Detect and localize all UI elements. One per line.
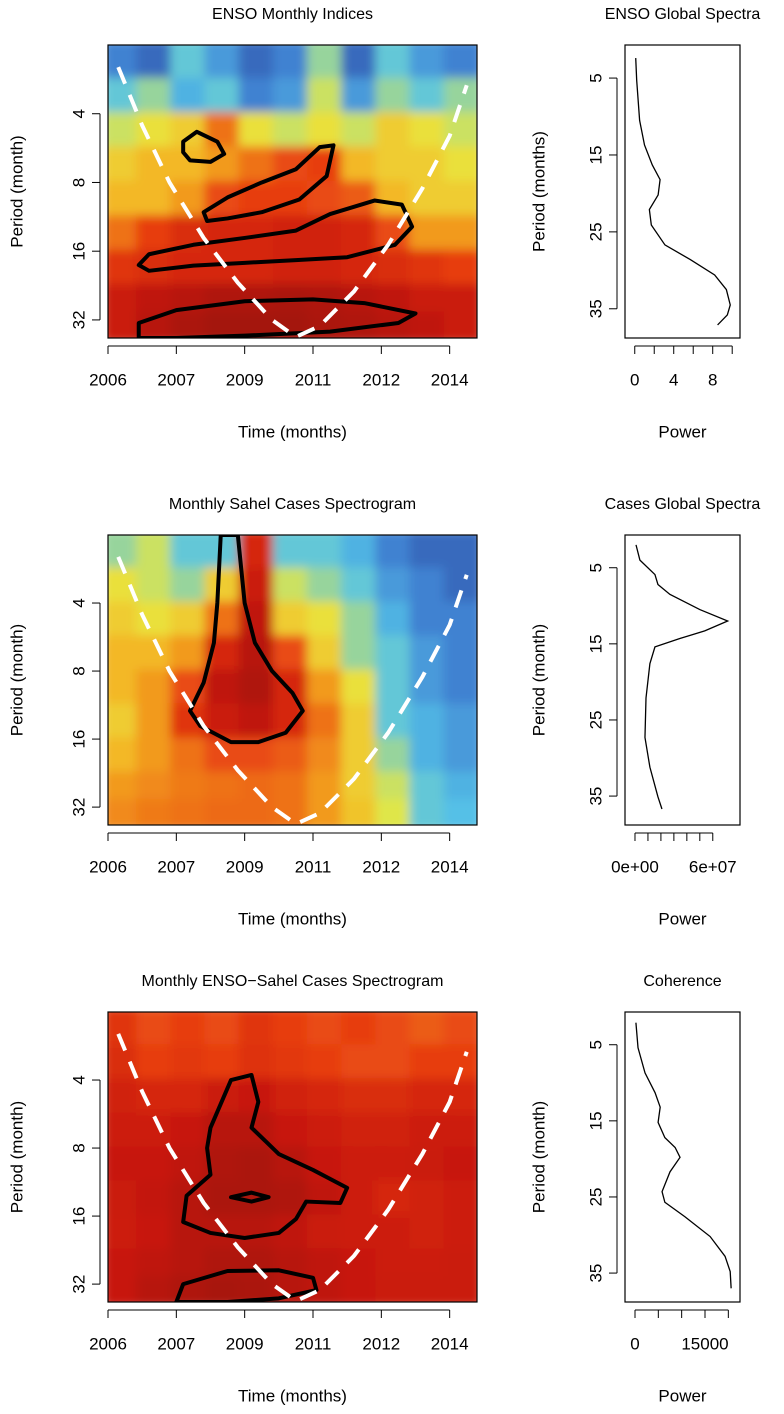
panel-title: Monthly Sahel Cases Spectrogram — [169, 496, 416, 513]
cone-of-influence — [116, 556, 469, 825]
heatmap-clip — [108, 45, 477, 338]
x-tick-label: 2011 — [295, 1334, 332, 1353]
x-tick-label: 8 — [708, 370, 717, 389]
plot-frame — [624, 534, 741, 826]
heat-cell — [443, 311, 477, 338]
y-tick-label: 5 — [586, 1040, 605, 1049]
x-axis-label: Time (months) — [238, 909, 347, 928]
plot-frame — [107, 534, 478, 826]
y-axis-label: Period (month) — [529, 1101, 548, 1213]
significance-contour — [181, 1072, 350, 1240]
x-tick-label: 15000 — [681, 1334, 728, 1353]
panel-title: ENSO Monthly Indices — [212, 6, 373, 23]
y-tick-label: 35 — [586, 787, 605, 806]
x-axis-label: Power — [658, 1386, 707, 1405]
y-tick-label: 32 — [69, 1275, 88, 1294]
y-tick-label: 15 — [586, 1111, 605, 1130]
spectrum-line — [635, 1022, 732, 1289]
cone-of-influence — [116, 1033, 469, 1302]
significance-contour — [201, 143, 336, 223]
x-tick-label: 2009 — [226, 370, 264, 389]
y-tick-label: 25 — [586, 222, 605, 241]
y-axis-label: Period (month) — [529, 624, 548, 736]
plot-frame — [107, 44, 478, 339]
x-tick-label: 6e+07 — [689, 857, 737, 876]
y-tick-label: 4 — [69, 109, 88, 118]
x-tick-label: 2006 — [89, 857, 127, 876]
significance-contour — [229, 1190, 271, 1204]
y-tick-label: 15 — [586, 634, 605, 653]
panel-title: Cases Global Spectra — [605, 496, 761, 513]
x-tick-label: 2007 — [157, 857, 195, 876]
y-tick-label: 4 — [69, 598, 88, 607]
significance-contour — [174, 1268, 319, 1302]
x-tick-label: 0e+00 — [611, 857, 659, 876]
x-tick-label: 2011 — [295, 857, 332, 876]
significance-contour — [181, 129, 227, 164]
y-axis-label: Period (month) — [7, 135, 26, 247]
significance-contour — [136, 297, 418, 338]
heatmap-clip — [108, 1012, 477, 1302]
x-tick-label: 2012 — [362, 857, 400, 876]
y-tick-label: 35 — [586, 1264, 605, 1283]
panel-title: Coherence — [643, 973, 721, 990]
y-tick-label: 8 — [69, 1143, 88, 1152]
y-tick-label: 32 — [69, 798, 88, 817]
y-axis-label: Period (month) — [7, 624, 26, 736]
x-tick-label: 2007 — [157, 370, 195, 389]
plot-frame — [107, 1011, 478, 1303]
x-tick-label: 2012 — [362, 370, 400, 389]
heatmap — [108, 535, 477, 825]
y-tick-label: 5 — [586, 563, 605, 572]
x-tick-label: 2007 — [157, 1334, 195, 1353]
y-tick-label: 5 — [586, 73, 605, 82]
y-tick-label: 15 — [586, 146, 605, 165]
y-tick-label: 16 — [69, 242, 88, 261]
x-axis-label: Power — [658, 909, 707, 928]
heat-cell — [443, 1275, 477, 1302]
x-axis-label: Power — [658, 422, 707, 441]
x-tick-label: 2014 — [431, 1334, 469, 1353]
y-tick-label: 4 — [69, 1075, 88, 1084]
x-tick-label: 0 — [630, 1334, 639, 1353]
y-axis-label: Period (months) — [529, 131, 548, 252]
x-tick-label: 4 — [669, 370, 678, 389]
cone-of-influence — [116, 66, 469, 338]
y-tick-label: 8 — [69, 178, 88, 187]
heatmap-clip — [108, 535, 477, 825]
x-tick-label: 2012 — [362, 1334, 400, 1353]
x-tick-label: 2014 — [431, 370, 469, 389]
x-tick-label: 0 — [630, 370, 639, 389]
y-tick-label: 32 — [69, 310, 88, 329]
y-tick-label: 25 — [586, 710, 605, 729]
x-axis-label: Time (months) — [238, 1386, 347, 1405]
x-axis-label: Time (months) — [238, 422, 347, 441]
y-tick-label: 35 — [586, 299, 605, 318]
y-tick-label: 16 — [69, 730, 88, 749]
plot-frame — [624, 1011, 741, 1303]
x-tick-label: 2014 — [431, 857, 469, 876]
plot-frame — [624, 44, 741, 339]
panel-title: ENSO Global Spectra — [605, 6, 761, 23]
heat-cell — [443, 798, 477, 825]
heatmap — [108, 1012, 477, 1302]
x-tick-label: 2011 — [295, 370, 332, 389]
y-axis-label: Period (month) — [7, 1101, 26, 1213]
y-tick-label: 8 — [69, 666, 88, 675]
panel-title: Monthly ENSO−Sahel Cases Spectrogram — [142, 973, 444, 990]
significance-contour — [188, 535, 305, 745]
x-tick-label: 2009 — [226, 857, 264, 876]
spectrum-line — [635, 58, 731, 326]
x-tick-label: 2006 — [89, 1334, 127, 1353]
y-tick-label: 25 — [586, 1187, 605, 1206]
spectrum-line — [635, 544, 730, 810]
x-tick-label: 2006 — [89, 370, 127, 389]
x-tick-label: 2009 — [226, 1334, 264, 1353]
y-tick-label: 16 — [69, 1207, 88, 1226]
